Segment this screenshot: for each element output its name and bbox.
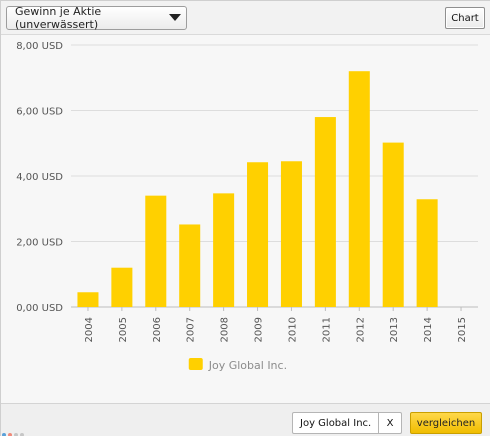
bar[interactable] — [179, 224, 201, 307]
bar[interactable] — [314, 117, 336, 307]
legend-label[interactable]: Joy Global Inc. — [208, 359, 287, 372]
top-toolbar: Gewinn je Aktie (unverwässert) Chart — [1, 1, 490, 35]
x-tick-label: 2005 — [118, 317, 129, 342]
x-tick-label: 2011 — [321, 317, 332, 342]
corner-decoration — [2, 433, 24, 436]
remove-company-button[interactable]: X — [378, 413, 401, 433]
y-tick-label: 0,00 USD — [16, 303, 63, 314]
compare-button[interactable]: vergleichen — [410, 412, 482, 434]
x-tick-label: 2010 — [287, 317, 298, 342]
chart-button[interactable]: Chart — [445, 7, 485, 29]
bottom-toolbar: Joy Global Inc. X vergleichen — [1, 403, 490, 436]
bar[interactable] — [382, 142, 404, 307]
x-tick-label: 2012 — [355, 317, 366, 342]
x-tick-label: 2006 — [152, 317, 163, 342]
x-tick-label: 2007 — [186, 317, 197, 342]
y-tick-label: 2,00 USD — [16, 238, 63, 249]
bar[interactable] — [247, 162, 269, 307]
chart-area: 0,00 USD 2,00 USD 4,00 USD 6,00 USD 8,00 USD… — [1, 35, 490, 403]
y-tick-label: 6,00 USD — [16, 107, 63, 118]
x-tick-label: 2014 — [423, 317, 434, 342]
metric-select-label: Gewinn je Aktie (unverwässert) — [15, 5, 102, 31]
x-tick-label: 2004 — [84, 317, 95, 342]
chevron-down-icon — [169, 14, 181, 21]
company-chip-label: Joy Global Inc. — [300, 417, 372, 429]
legend-swatch — [188, 358, 203, 370]
x-tick-label: 2015 — [457, 317, 468, 342]
company-chip: Joy Global Inc. X — [292, 412, 402, 434]
metric-select[interactable]: Gewinn je Aktie (unverwässert) — [6, 5, 187, 31]
y-tick-label: 4,00 USD — [16, 172, 63, 183]
bar[interactable] — [77, 292, 99, 307]
bar[interactable] — [280, 161, 302, 307]
y-tick-label: 8,00 USD — [16, 41, 63, 52]
bar[interactable] — [213, 193, 235, 307]
x-tick-label: 2013 — [389, 317, 400, 342]
x-tick-label: 2008 — [220, 317, 231, 342]
eps-bar-chart: 0,00 USD 2,00 USD 4,00 USD 6,00 USD 8,00 USD… — [16, 41, 478, 372]
bar[interactable] — [416, 199, 438, 307]
bar[interactable] — [145, 195, 167, 307]
bar[interactable] — [111, 267, 133, 307]
bar[interactable] — [348, 71, 370, 307]
x-tick-label: 2009 — [254, 317, 265, 342]
